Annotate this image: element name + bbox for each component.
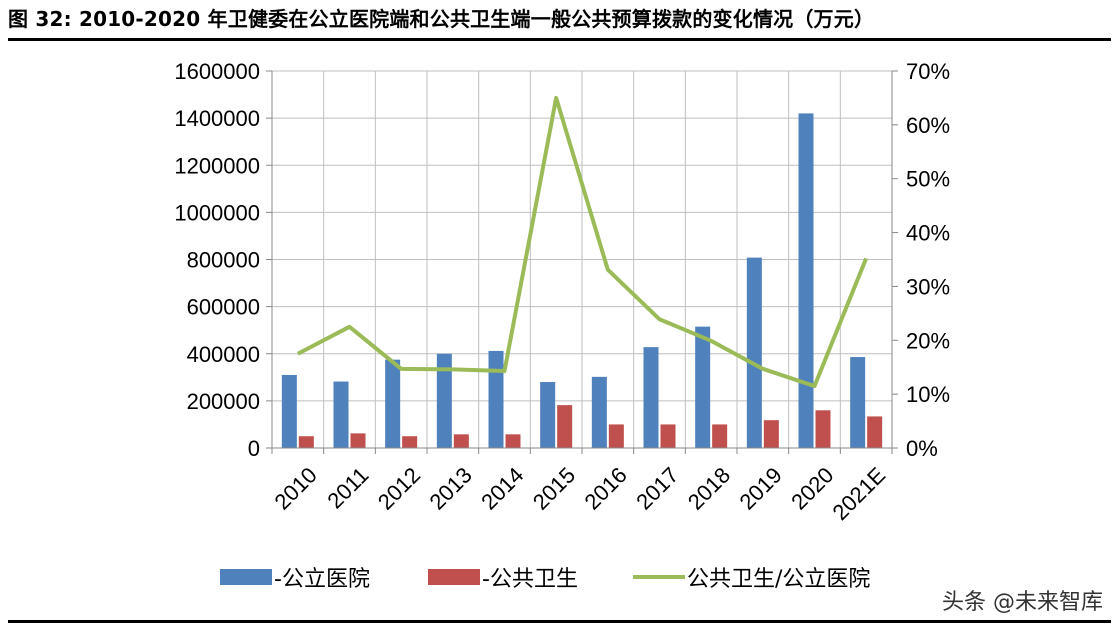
x-tick-label: 2017 bbox=[631, 462, 683, 514]
bar-public-health-2010 bbox=[298, 436, 314, 448]
bar-hospital-2011 bbox=[333, 381, 349, 448]
x-tick-label: 2010 bbox=[270, 462, 322, 514]
y2-tick-label: 0% bbox=[906, 436, 938, 461]
bar-public-health-2011 bbox=[350, 433, 366, 448]
figure-title: 图 32: 2010-2020 年卫健委在公立医院端和公共卫生端一般公共预算拨款… bbox=[8, 7, 875, 31]
bar-public-health-2019 bbox=[763, 420, 779, 448]
bar-hospital-2019 bbox=[746, 257, 762, 448]
bar-hospital-2020 bbox=[798, 113, 814, 448]
x-tick-label: 2011 bbox=[322, 462, 373, 513]
x-tick-label: 2016 bbox=[580, 462, 632, 514]
y2-tick-label: 30% bbox=[906, 274, 950, 299]
right-axis-ticks: 0% 10% 20% 30% 40% 50% 60% 70% bbox=[906, 59, 950, 461]
y-tick-label: 800000 bbox=[187, 248, 260, 273]
y-tick-label: 600000 bbox=[187, 295, 260, 320]
legend-swatch-1 bbox=[428, 569, 480, 585]
bar-hospital-2016 bbox=[591, 376, 607, 448]
bottom-rule bbox=[8, 620, 1111, 623]
y-tick-label: 1000000 bbox=[174, 200, 260, 225]
y2-tick-label: 70% bbox=[906, 59, 950, 84]
x-tick-label: 2021E bbox=[827, 462, 890, 525]
bar-hospital-2014 bbox=[488, 350, 504, 448]
bar-hospital-2015 bbox=[540, 382, 556, 448]
legend-label-1: -公共卫生 bbox=[482, 567, 578, 592]
bar-series bbox=[281, 113, 883, 448]
x-axis-ticks: 2010 2011 2012 2013 2014 2015 2016 2017 2018 2019… bbox=[270, 462, 891, 525]
y2-tick-label: 10% bbox=[906, 382, 950, 407]
y-tick-label: 1600000 bbox=[174, 59, 260, 84]
y2-tick-label: 60% bbox=[906, 113, 950, 138]
left-axis-ticks: 0 200000 400000 600000 800000 1000000 1200000 1… bbox=[174, 59, 260, 461]
bar-public-health-2016 bbox=[608, 424, 624, 448]
title-rule bbox=[8, 38, 1111, 41]
x-tick-label: 2012 bbox=[373, 462, 425, 514]
bar-public-health-2014 bbox=[505, 434, 521, 448]
y-tick-label: 0 bbox=[248, 436, 260, 461]
x-tick-label: 2019 bbox=[735, 462, 787, 514]
bar-hospital-2021E bbox=[850, 357, 866, 448]
bar-hospital-2012 bbox=[385, 359, 401, 448]
y-tick-label: 200000 bbox=[187, 389, 260, 414]
bar-public-health-2020 bbox=[815, 410, 831, 448]
bar-hospital-2018 bbox=[695, 326, 711, 448]
bar-hospital-2010 bbox=[281, 374, 297, 448]
bar-public-health-2015 bbox=[557, 405, 573, 448]
x-tick-label: 2015 bbox=[528, 462, 580, 514]
y-tick-label: 1400000 bbox=[174, 106, 260, 131]
legend: -公立医院 -公共卫生 公共卫生/公立医院 bbox=[220, 567, 870, 592]
legend-label-0: -公立医院 bbox=[274, 567, 370, 592]
x-tick-label: 2013 bbox=[425, 462, 477, 514]
y-tick-label: 1200000 bbox=[174, 153, 260, 178]
bar-hospital-2013 bbox=[436, 353, 452, 448]
bar-public-health-2021E bbox=[867, 416, 883, 448]
watermark: 头条 @未来智库 bbox=[942, 590, 1103, 615]
axes bbox=[266, 70, 898, 454]
gridlines bbox=[272, 70, 892, 449]
bar-public-health-2012 bbox=[402, 436, 418, 448]
y2-tick-label: 50% bbox=[906, 167, 950, 192]
bar-public-health-2013 bbox=[453, 434, 469, 448]
ratio-line bbox=[296, 95, 869, 389]
bar-public-health-2018 bbox=[712, 424, 728, 448]
bar-public-health-2017 bbox=[660, 424, 676, 448]
line-series bbox=[296, 95, 869, 389]
bar-hospital-2017 bbox=[643, 347, 659, 448]
x-tick-label: 2018 bbox=[683, 462, 735, 514]
x-tick-label: 2014 bbox=[476, 462, 528, 514]
y2-tick-label: 40% bbox=[906, 221, 950, 246]
legend-label-2: 公共卫生/公立医院 bbox=[687, 567, 870, 592]
legend-swatch-0 bbox=[220, 569, 272, 585]
y2-tick-label: 20% bbox=[906, 328, 950, 353]
y-tick-label: 400000 bbox=[187, 342, 260, 367]
